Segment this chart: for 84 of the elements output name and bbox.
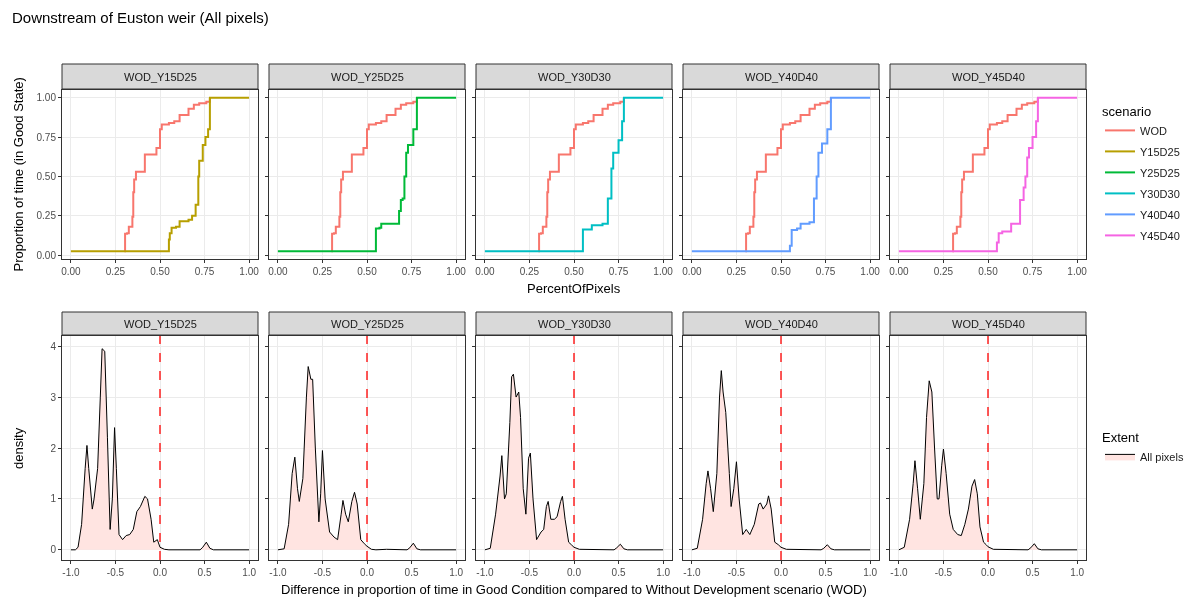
x-axis-title: Difference in proportion of time in Good Condition compared to Without Development scenario (WOD) [281,582,867,597]
y-tick-label: 2 [50,442,57,454]
y-tick-label: 1 [50,493,57,505]
x-tick-label: 1.00 [446,266,467,277]
x-tick-label: 0.50 [771,266,792,277]
x-tick-label: 0.0 [153,567,168,578]
x-tick-label: 0.50 [978,266,999,277]
x-tick-label: -0.5 [313,567,332,578]
x-tick-label: 1.0 [242,567,257,578]
x-tick-label: 1.0 [449,567,464,578]
legend-title: Extent [1102,429,1140,445]
x-tick-label: 0.0 [981,567,996,578]
x-tick-label: -1.0 [476,567,494,578]
x-tick-label: -0.5 [106,567,125,578]
chart-title: WOD_Y30D30 [538,71,611,83]
x-tick-label: 1.00 [653,266,674,277]
legend-label: All pixels [1140,450,1184,463]
text: Downstream of Euston weir (All pixels) [12,9,269,26]
legend-label: WOD [1140,124,1167,137]
chart-title: WOD_Y25D25 [331,318,404,330]
x-tick-label: 1.0 [1070,567,1085,578]
y-tick-label: 0.50 [36,170,57,182]
x-tick-label: 0.50 [357,266,378,277]
x-tick-label: -0.5 [934,567,953,578]
x-tick-label: -1.0 [890,567,908,578]
y-axis-title: density [11,427,26,469]
x-tick-label: 0.75 [194,266,215,277]
x-tick-label: 0.25 [726,266,747,277]
x-tick-label: 0.25 [105,266,126,277]
x-tick-label: 0.25 [519,266,540,277]
y-tick-label: 0.00 [36,249,57,261]
x-tick-label: 0.75 [401,266,422,277]
x-tick-label: 1.0 [656,567,671,578]
x-tick-label: -1.0 [683,567,701,578]
x-tick-label: 0.50 [564,266,585,277]
x-tick-label: -1.0 [269,567,287,578]
x-tick-label: 0.0 [774,567,789,578]
x-tick-label: 1.00 [860,266,881,277]
chart-title: WOD_Y30D30 [538,318,611,330]
x-tick-label: 0.00 [682,266,703,277]
x-tick-label: 0.25 [312,266,333,277]
x-tick-label: 0.75 [1022,266,1043,277]
x-tick-label: 0.0 [567,567,582,578]
y-tick-label: 0.25 [36,210,57,222]
x-tick-label: 0.75 [815,266,836,277]
x-axis-title: PercentOfPixels [527,281,621,296]
legend-title: scenario [1102,103,1152,119]
chart-title: WOD_Y15D25 [124,71,197,83]
x-tick-label: 1.00 [1067,266,1088,277]
y-tick-label: 1.00 [36,92,57,104]
y-tick-label: 4 [50,340,57,352]
x-tick-label: -0.5 [520,567,539,578]
x-tick-label: 0.00 [889,266,910,277]
chart-title: WOD_Y40D40 [745,318,818,330]
x-tick-label: 0.5 [197,567,212,578]
chart-title: WOD_Y45D40 [952,71,1025,83]
x-tick-label: 1.0 [863,567,878,578]
x-tick-label: 0.5 [404,567,419,578]
legend-label: Y30D30 [1140,187,1180,200]
x-tick-label: 0.25 [933,266,954,277]
y-axis-title: Proportion of time (in Good State) [10,77,26,272]
x-tick-label: 1.00 [239,266,260,277]
legend-label: Y40D40 [1140,208,1180,221]
x-tick-label: 0.00 [475,266,496,277]
x-tick-label: 0.0 [360,567,375,578]
x-tick-label: 0.50 [150,266,171,277]
chart-title: WOD_Y45D40 [952,318,1025,330]
x-tick-label: -0.5 [727,567,746,578]
x-tick-label: 0.5 [818,567,833,578]
y-tick-label: 3 [50,391,57,403]
x-tick-label: 0.00 [61,266,82,277]
x-tick-label: -1.0 [62,567,80,578]
x-tick-label: 0.75 [608,266,629,277]
y-tick-label: 0.75 [36,131,57,143]
legend-label: Y15D25 [1140,145,1180,158]
legend-label: Y25D25 [1140,166,1180,179]
x-tick-label: 0.00 [268,266,289,277]
x-tick-label: 0.5 [611,567,626,578]
x-tick-label: 0.5 [1025,567,1040,578]
legend-label: Y45D40 [1140,229,1180,242]
chart-title: WOD_Y15D25 [124,318,197,330]
chart-title: WOD_Y40D40 [745,71,818,83]
chart-title: WOD_Y25D25 [331,71,404,83]
y-tick-label: 0 [50,544,57,556]
